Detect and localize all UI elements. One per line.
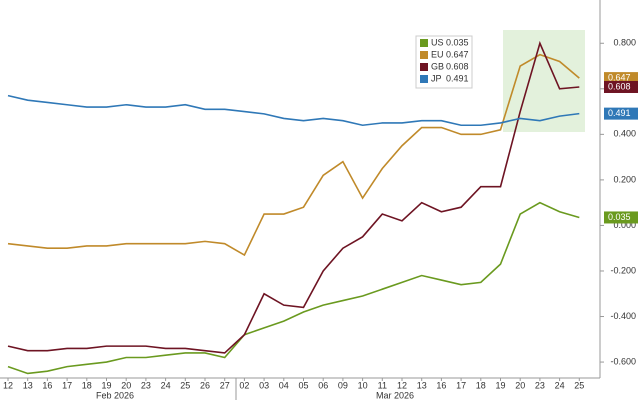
legend-label: EU	[431, 49, 444, 59]
x-tick-label: 19	[101, 380, 111, 390]
x-tick-label: 02	[239, 380, 249, 390]
y-tick-label: 0.000	[613, 220, 636, 230]
x-tick-label: 24	[161, 380, 171, 390]
x-tick-label: 05	[298, 380, 308, 390]
x-tick-label: 09	[338, 380, 348, 390]
x-tick-label: 24	[555, 380, 565, 390]
x-tick-label: 12	[3, 380, 13, 390]
x-tick-label: 25	[180, 380, 190, 390]
x-tick-label: 13	[417, 380, 427, 390]
legend-swatch	[420, 63, 428, 71]
y-tick-label: -0.200	[610, 265, 636, 275]
x-tick-label: 23	[141, 380, 151, 390]
x-tick-label: 17	[62, 380, 72, 390]
legend-value: 0.035	[446, 37, 469, 47]
legend-label: JP	[431, 73, 442, 83]
x-tick-label: 17	[456, 380, 466, 390]
x-tick-label: 20	[121, 380, 131, 390]
series-line	[7, 53, 580, 257]
value-label: 0.647	[608, 72, 631, 82]
legend-label: GB	[431, 61, 444, 71]
x-tick-label: 16	[42, 380, 52, 390]
series-line	[7, 40, 580, 354]
x-tick-label: 13	[23, 380, 33, 390]
legend-value: 0.647	[446, 49, 469, 59]
x-tick-label: 19	[495, 380, 505, 390]
x-tick-label: 10	[358, 380, 368, 390]
value-box	[604, 211, 638, 224]
x-tick-label: 27	[220, 380, 230, 390]
x-tick-label: 16	[436, 380, 446, 390]
value-label: 0.491	[608, 108, 631, 118]
series-line	[7, 94, 580, 127]
legend-swatch	[420, 39, 428, 47]
month-label: Feb 2026	[96, 390, 134, 400]
value-label: 0.035	[608, 212, 631, 222]
month-label: Mar 2026	[376, 390, 414, 400]
legend-swatch	[420, 75, 428, 83]
series-line	[7, 201, 580, 375]
x-tick-label: 06	[318, 380, 328, 390]
value-box	[604, 107, 638, 120]
x-tick-label: 18	[82, 380, 92, 390]
value-label: 0.608	[608, 81, 631, 91]
x-tick-label: 26	[200, 380, 210, 390]
y-tick-label: 0.200	[613, 174, 636, 184]
y-tick-label: -0.600	[610, 356, 636, 366]
x-tick-label: 11	[378, 380, 387, 390]
y-tick-label: -0.400	[610, 311, 636, 321]
x-tick-label: 18	[476, 380, 486, 390]
legend-value: 0.491	[446, 73, 469, 83]
x-tick-label: 03	[259, 380, 269, 390]
x-tick-label: 12	[397, 380, 407, 390]
x-tick-label: 04	[279, 380, 289, 390]
legend-label: US	[431, 37, 444, 47]
x-tick-label: 25	[574, 380, 584, 390]
x-tick-label: 23	[535, 380, 545, 390]
legend-value: 0.608	[446, 61, 469, 71]
x-tick-label: 20	[515, 380, 525, 390]
y-tick-label: 0.800	[613, 38, 636, 48]
value-box	[604, 80, 638, 93]
legend-swatch	[420, 51, 428, 59]
y-tick-label: 0.400	[613, 129, 636, 139]
